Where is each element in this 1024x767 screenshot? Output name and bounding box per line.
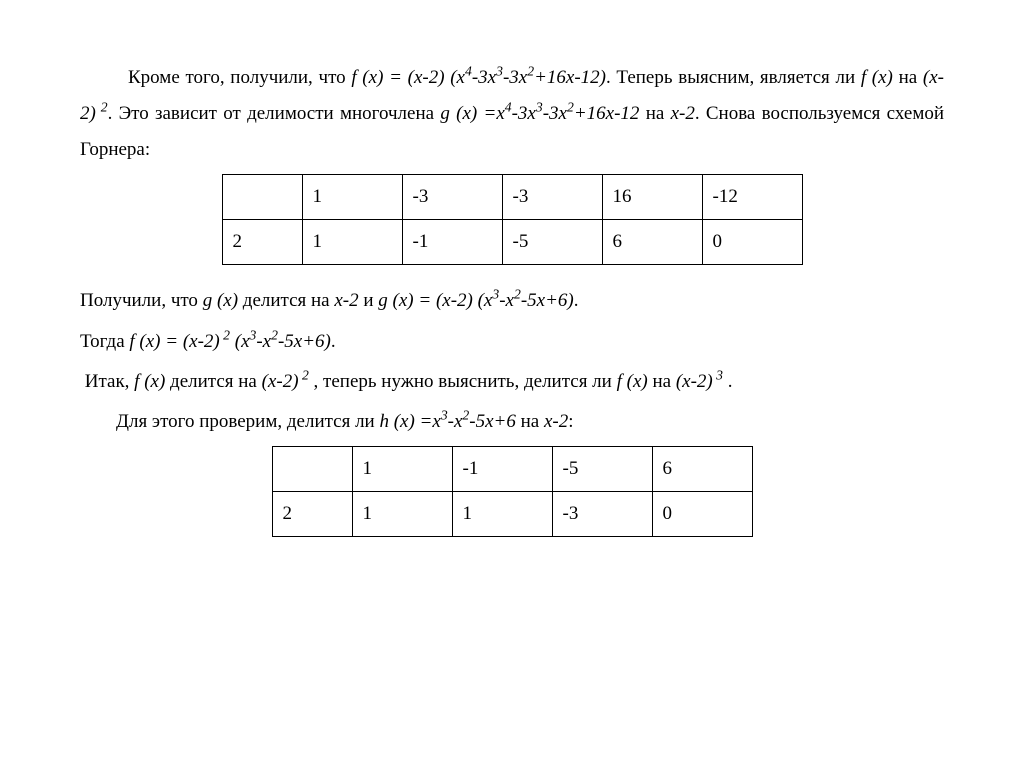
table-cell: -12 — [702, 175, 802, 220]
math-run: h (x) =x3-x2-5x+6 — [379, 411, 515, 432]
text-run: и — [359, 290, 379, 311]
table-row: 1 -1 -5 6 — [272, 446, 752, 491]
text-run: . Теперь — [606, 67, 673, 88]
horner-table-1: 1 -3 -3 16 -12 2 1 -1 -5 6 0 — [222, 174, 803, 265]
text-run: Для этого проверим, делится ли — [116, 411, 379, 432]
table-cell: 2 — [222, 220, 302, 265]
math-run: f (x) = (x-2) 2 (x3-x2-5x+6) — [129, 331, 331, 352]
table-cell: 1 — [452, 491, 552, 536]
math-run: f (x) — [861, 67, 893, 88]
text-run: Получили, что — [80, 290, 203, 311]
text-run: на — [648, 371, 676, 392]
text-run: делится на — [165, 371, 261, 392]
table-cell — [272, 446, 352, 491]
paragraph-7: Для этого проверим, делится ли h (x) =x3… — [80, 404, 944, 440]
table-cell: -3 — [552, 491, 652, 536]
math-run: g (x) — [203, 290, 238, 311]
paragraph-6: Итак, f (x) делится на (x-2) 2 , теперь … — [80, 364, 944, 400]
table-cell — [222, 175, 302, 220]
horner-table-2: 1 -1 -5 6 2 1 1 -3 0 — [272, 446, 753, 537]
document-page: Кроме того, получили, что f (x) = (x-2) … — [0, 0, 1024, 595]
math-run: x-2 — [671, 103, 695, 124]
table-row: 2 1 1 -3 0 — [272, 491, 752, 536]
text-run: выясним, является ли — [678, 67, 861, 88]
text-run: Кроме того, получили, что — [128, 67, 351, 88]
text-run: делится на — [238, 290, 334, 311]
paragraph-5: Тогда f (x) = (x-2) 2 (x3-x2-5x+6). — [80, 324, 944, 360]
paragraph-4: Получили, что g (x) делится на x-2 и g (… — [80, 283, 944, 319]
text-run: . Это зависит от делимости многочлена — [108, 103, 441, 124]
table-cell: -5 — [552, 446, 652, 491]
text-run: Итак, — [85, 371, 134, 392]
table-cell: 6 — [602, 220, 702, 265]
text-run: на — [516, 411, 544, 432]
text-run: . — [574, 290, 579, 311]
table-cell: 0 — [652, 491, 752, 536]
text-run: . — [723, 371, 733, 392]
table-cell: 0 — [702, 220, 802, 265]
table-cell: -3 — [402, 175, 502, 220]
text-run: на — [639, 103, 670, 124]
table-cell: 1 — [302, 175, 402, 220]
table-cell: 16 — [602, 175, 702, 220]
text-run: Тогда — [80, 331, 129, 352]
math-run: f (x) = (x-2) (x4-3x3-3x2+16x-12) — [351, 67, 606, 88]
math-run: f (x) — [617, 371, 648, 392]
table-cell: 2 — [272, 491, 352, 536]
table-row: 1 -3 -3 16 -12 — [222, 175, 802, 220]
table-cell: 1 — [302, 220, 402, 265]
table-cell: 1 — [352, 446, 452, 491]
table-cell: -3 — [502, 175, 602, 220]
table-cell: -1 — [402, 220, 502, 265]
math-run: g (x) — [440, 103, 477, 124]
math-run: (x-2) 2 — [262, 371, 309, 392]
table-cell: -5 — [502, 220, 602, 265]
paragraph-1: Кроме того, получили, что f (x) = (x-2) … — [80, 60, 944, 168]
text-run: на — [893, 67, 923, 88]
math-run: x-2 — [544, 411, 568, 432]
table-cell: 1 — [352, 491, 452, 536]
math-run: x-2 — [334, 290, 358, 311]
text-run: , теперь нужно выяснить, делится ли — [309, 371, 617, 392]
table-cell: 6 — [652, 446, 752, 491]
text-run: : — [568, 411, 573, 432]
math-run: (x-2) 3 — [676, 371, 723, 392]
table-row: 2 1 -1 -5 6 0 — [222, 220, 802, 265]
math-run: f (x) — [134, 371, 165, 392]
math-run: g (x) = (x-2) (x3-x2-5x+6) — [378, 290, 573, 311]
table-cell: -1 — [452, 446, 552, 491]
text-run: . — [331, 331, 336, 352]
math-run: =x4-3x3-3x2+16x-12 — [484, 103, 640, 124]
